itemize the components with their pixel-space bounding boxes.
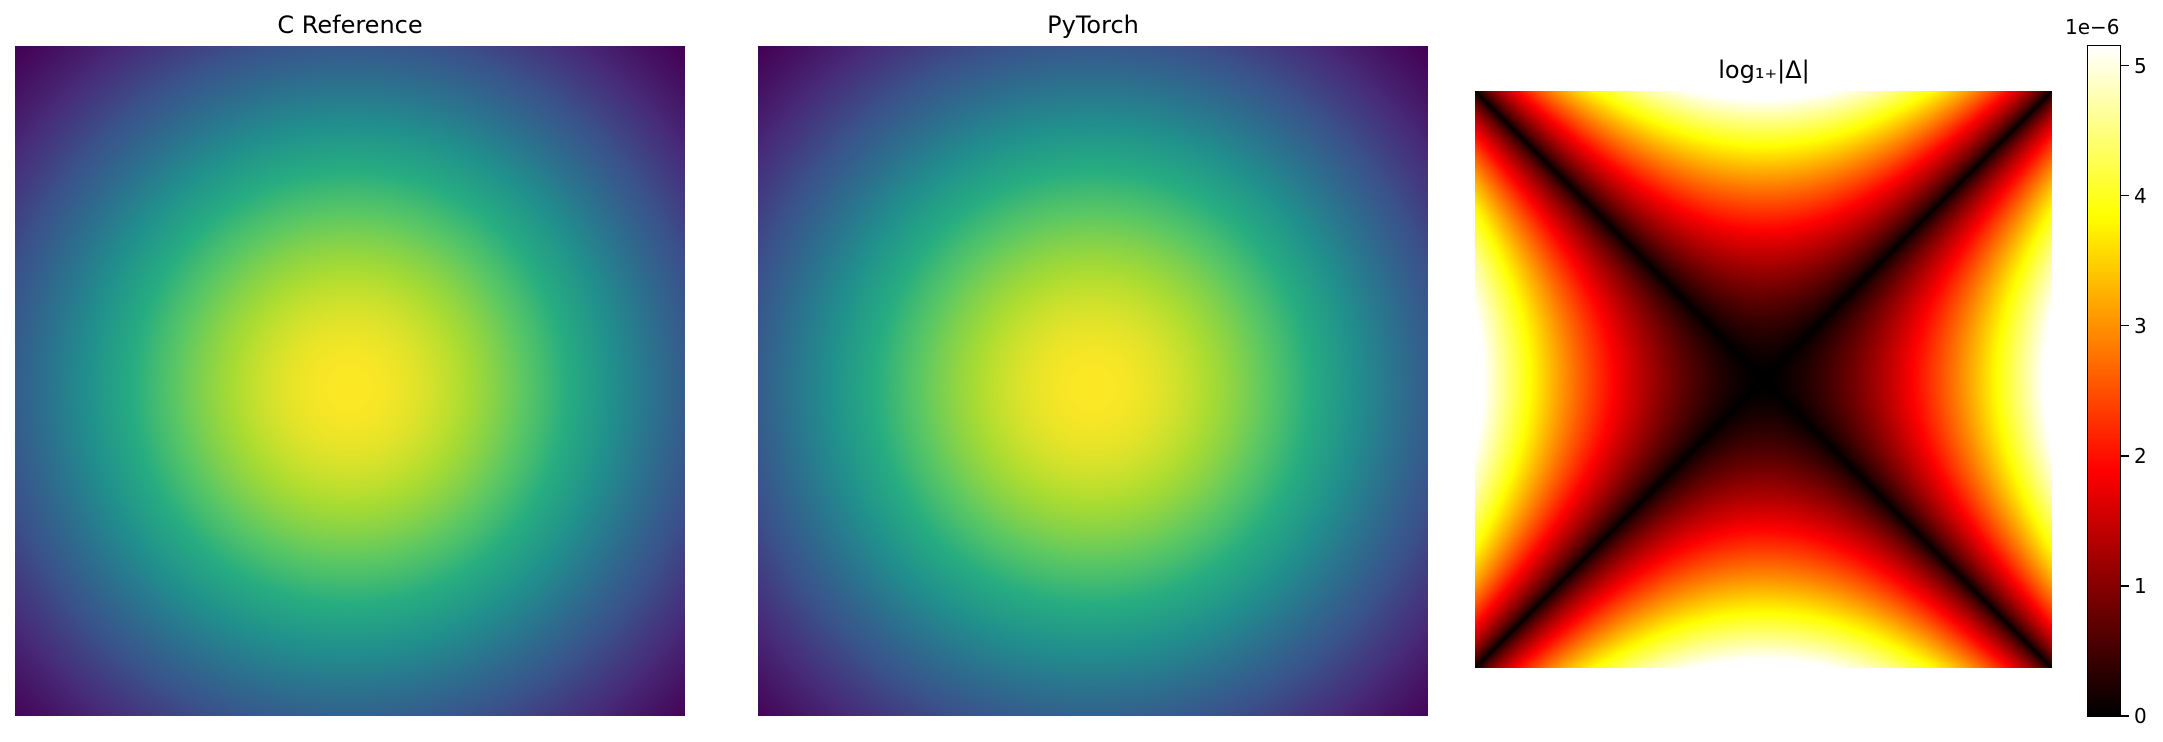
colorbar-tick bbox=[2121, 324, 2129, 327]
colorbar-tick bbox=[2121, 64, 2129, 67]
colorbar-tick-label: 3 bbox=[2134, 313, 2147, 338]
heatmap-pytorch bbox=[758, 46, 1428, 716]
panel-title-difference: log₁₊|Δ| bbox=[1718, 56, 1810, 84]
colorbar-tick-label: 1 bbox=[2134, 573, 2147, 598]
colorbar-frame bbox=[2087, 45, 2121, 717]
colorbar-tick bbox=[2121, 715, 2129, 717]
colorbar-gradient bbox=[2088, 46, 2120, 716]
colorbar-tick-label: 4 bbox=[2134, 183, 2147, 208]
colorbar-tick-label: 2 bbox=[2134, 443, 2147, 468]
colorbar-tick bbox=[2121, 455, 2129, 457]
colorbar-tick-label: 0 bbox=[2134, 704, 2147, 728]
panel-title-pytorch: PyTorch bbox=[1047, 11, 1139, 39]
colorbar-offset-label: 1e−6 bbox=[2065, 15, 2120, 39]
heatmap-difference bbox=[1475, 91, 2052, 668]
colorbar-tick bbox=[2121, 585, 2129, 587]
panel-title-c-reference: C Reference bbox=[277, 11, 423, 39]
heatmap-c-reference bbox=[15, 46, 685, 716]
colorbar-tick bbox=[2121, 194, 2129, 197]
colorbar-tick-label: 5 bbox=[2134, 53, 2147, 78]
